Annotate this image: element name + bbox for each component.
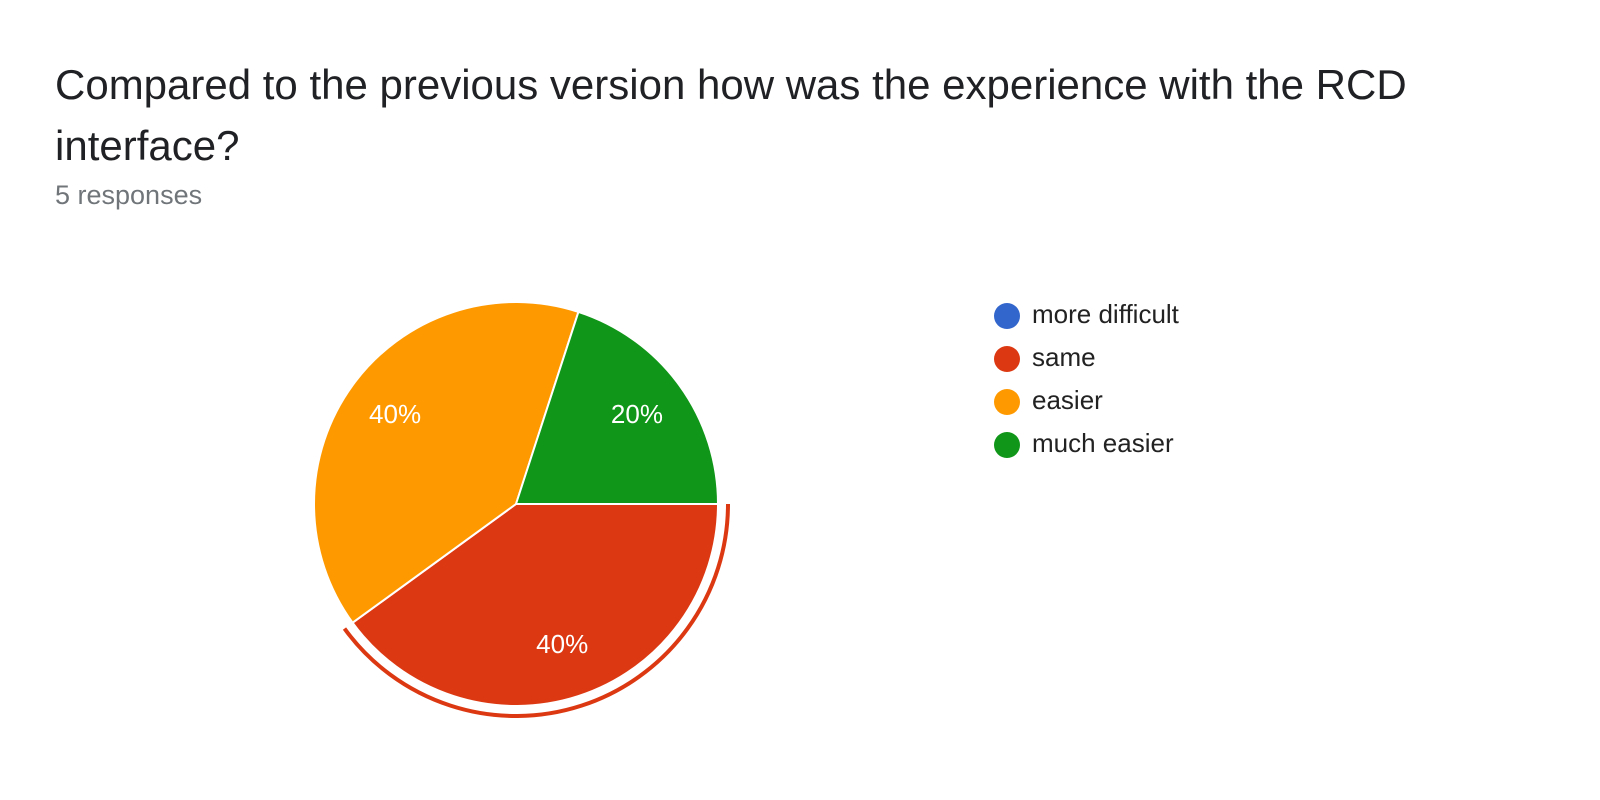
pie-slice bbox=[351, 503, 720, 707]
legend-swatch bbox=[994, 432, 1020, 458]
slice-label: 40% bbox=[369, 399, 421, 429]
legend-swatch bbox=[994, 303, 1020, 329]
legend-label: much easier bbox=[1032, 428, 1174, 458]
chart-subtitle: 5 responses bbox=[55, 180, 203, 210]
pie-slice bbox=[313, 301, 580, 625]
pie-slice bbox=[514, 310, 720, 505]
legend-label: more difficult bbox=[1032, 299, 1180, 329]
slice-label: 20% bbox=[611, 399, 663, 429]
slice-highlight bbox=[342, 503, 730, 718]
legend-label: easier bbox=[1032, 385, 1103, 415]
legend-label: same bbox=[1032, 342, 1096, 372]
legend-swatch bbox=[994, 346, 1020, 372]
legend-swatch bbox=[994, 389, 1020, 415]
slice-label: 40% bbox=[536, 629, 588, 659]
chart-title: Compared to the previous version how was… bbox=[55, 61, 1407, 169]
